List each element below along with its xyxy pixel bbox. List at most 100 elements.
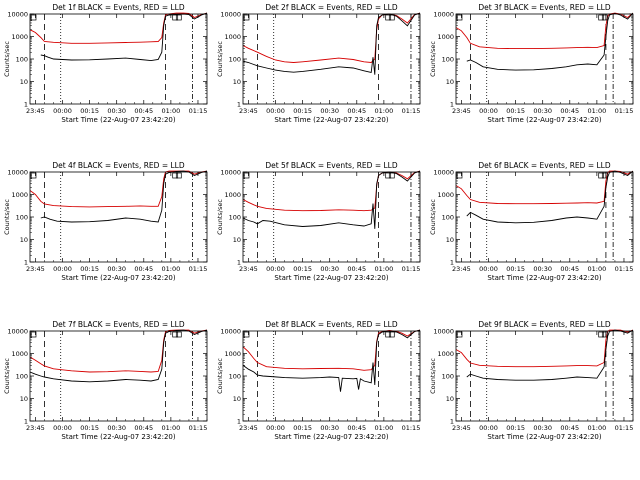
x-tick-label: 01:00 xyxy=(588,265,607,273)
x-tick-label: 01:15 xyxy=(189,265,208,273)
panel-title: Det 1f BLACK = Events, RED = LLD xyxy=(52,3,185,12)
x-tick-label: 00:15 xyxy=(293,424,312,432)
panel-4: Det 4f BLACK = Events, RED = LLD Counts/s… xyxy=(3,161,208,282)
y-axis-label: Counts/sec xyxy=(3,358,11,394)
x-tick-label: 00:30 xyxy=(320,265,339,273)
series-line-events xyxy=(40,12,207,62)
panel-title: Det 4f BLACK = Events, RED = LLD xyxy=(52,161,185,170)
x-tick-label: 23:45 xyxy=(26,265,45,273)
y-tick-label: 1000 xyxy=(11,191,28,199)
x-tick-label: 01:00 xyxy=(162,107,181,115)
y-tick-label: 10000 xyxy=(433,11,454,19)
x-tick-label: 01:00 xyxy=(162,424,181,432)
x-tick-label: 00:00 xyxy=(266,265,285,273)
x-tick-label: 01:15 xyxy=(615,265,634,273)
y-tick-label: 10 xyxy=(233,395,241,403)
y-axis-label: Counts/sec xyxy=(216,41,224,77)
x-tick-label: 23:45 xyxy=(26,107,45,115)
y-tick-label: 1 xyxy=(450,101,454,109)
series-line-events xyxy=(243,329,420,392)
x-axis-label: Start Time (22-Aug-07 23:42:20) xyxy=(274,274,388,282)
y-tick-label: 1000 xyxy=(224,350,241,358)
y-tick-label: 1 xyxy=(450,418,454,426)
panel-9: Det 9f BLACK = Events, RED = LLD Counts/s… xyxy=(429,320,634,441)
y-tick-label: 10 xyxy=(233,236,241,244)
y-tick-label: 100 xyxy=(442,56,454,64)
series-line-events xyxy=(466,329,633,381)
plot-area xyxy=(456,170,633,262)
panel-title: Det 2f BLACK = Events, RED = LLD xyxy=(265,3,398,12)
top-box-marker xyxy=(385,14,392,21)
x-tick-label: 00:30 xyxy=(533,265,552,273)
series-line-events xyxy=(466,12,633,71)
x-tick-label: 00:30 xyxy=(107,265,126,273)
y-tick-label: 1000 xyxy=(437,33,454,41)
x-tick-label: 23:45 xyxy=(26,424,45,432)
x-tick-label: 00:00 xyxy=(53,107,72,115)
top-box-marker xyxy=(172,14,179,21)
panel-title: Det 5f BLACK = Events, RED = LLD xyxy=(265,161,398,170)
top-box-marker xyxy=(175,172,182,179)
x-tick-label: 00:45 xyxy=(347,265,366,273)
plot-area xyxy=(456,329,633,421)
x-tick-label: 00:30 xyxy=(533,424,552,432)
y-tick-label: 100 xyxy=(229,214,241,222)
y-tick-label: 10000 xyxy=(7,169,28,177)
x-tick-label: 01:00 xyxy=(375,107,394,115)
y-tick-label: 10 xyxy=(446,395,454,403)
panel-1: Det 1f BLACK = Events, RED = LLD Counts/s… xyxy=(3,3,208,124)
x-tick-label: 00:30 xyxy=(107,424,126,432)
panel-8: Det 8f BLACK = Events, RED = LLD Counts/s… xyxy=(216,320,421,441)
y-tick-label: 1000 xyxy=(11,33,28,41)
top-box-marker xyxy=(601,14,608,21)
y-tick-label: 10 xyxy=(20,236,28,244)
y-tick-label: 100 xyxy=(229,373,241,381)
plot-frame xyxy=(29,171,208,263)
plot-area xyxy=(243,329,420,421)
y-tick-label: 100 xyxy=(229,56,241,64)
y-tick-label: 100 xyxy=(16,373,28,381)
x-tick-label: 01:15 xyxy=(402,107,421,115)
x-tick-label: 00:15 xyxy=(293,107,312,115)
series-line-lld xyxy=(456,12,633,50)
x-tick-label: 00:45 xyxy=(134,107,153,115)
y-tick-label: 1000 xyxy=(437,191,454,199)
y-tick-label: 1 xyxy=(24,101,28,109)
x-tick-label: 00:45 xyxy=(347,107,366,115)
y-tick-label: 10 xyxy=(446,78,454,86)
x-tick-label: 00:30 xyxy=(320,107,339,115)
plot-area xyxy=(30,329,207,421)
series-line-lld xyxy=(243,170,420,212)
y-tick-label: 10000 xyxy=(220,169,241,177)
x-tick-label: 00:45 xyxy=(134,265,153,273)
plot-frame xyxy=(242,171,421,263)
series-line-events xyxy=(243,170,420,229)
panel-7: Det 7f BLACK = Events, RED = LLD Counts/s… xyxy=(3,320,208,441)
plot-frame xyxy=(29,330,208,422)
series-line-lld xyxy=(456,329,633,368)
panel-2: Det 2f BLACK = Events, RED = LLD Counts/s… xyxy=(216,3,421,124)
series-line-lld xyxy=(243,12,420,63)
y-tick-label: 10000 xyxy=(220,328,241,336)
y-tick-label: 1000 xyxy=(224,191,241,199)
x-tick-label: 23:45 xyxy=(239,107,258,115)
x-tick-label: 23:45 xyxy=(452,265,471,273)
y-tick-label: 1 xyxy=(24,259,28,267)
y-axis-label: Counts/sec xyxy=(216,199,224,235)
series-line-events xyxy=(466,170,633,224)
top-box-marker xyxy=(601,172,608,179)
x-tick-label: 23:45 xyxy=(239,265,258,273)
y-tick-label: 100 xyxy=(442,373,454,381)
top-box-marker xyxy=(388,331,395,338)
y-tick-label: 10 xyxy=(20,78,28,86)
top-box-marker xyxy=(601,331,608,338)
y-tick-label: 1 xyxy=(450,259,454,267)
panel-title: Det 7f BLACK = Events, RED = LLD xyxy=(52,320,185,329)
x-tick-label: 00:30 xyxy=(533,107,552,115)
plot-frame xyxy=(455,13,634,105)
x-tick-label: 00:15 xyxy=(80,107,99,115)
x-tick-label: 23:45 xyxy=(452,424,471,432)
x-axis-label: Start Time (22-Aug-07 23:42:20) xyxy=(61,274,175,282)
top-box-marker xyxy=(385,331,392,338)
top-box-marker xyxy=(175,14,182,21)
